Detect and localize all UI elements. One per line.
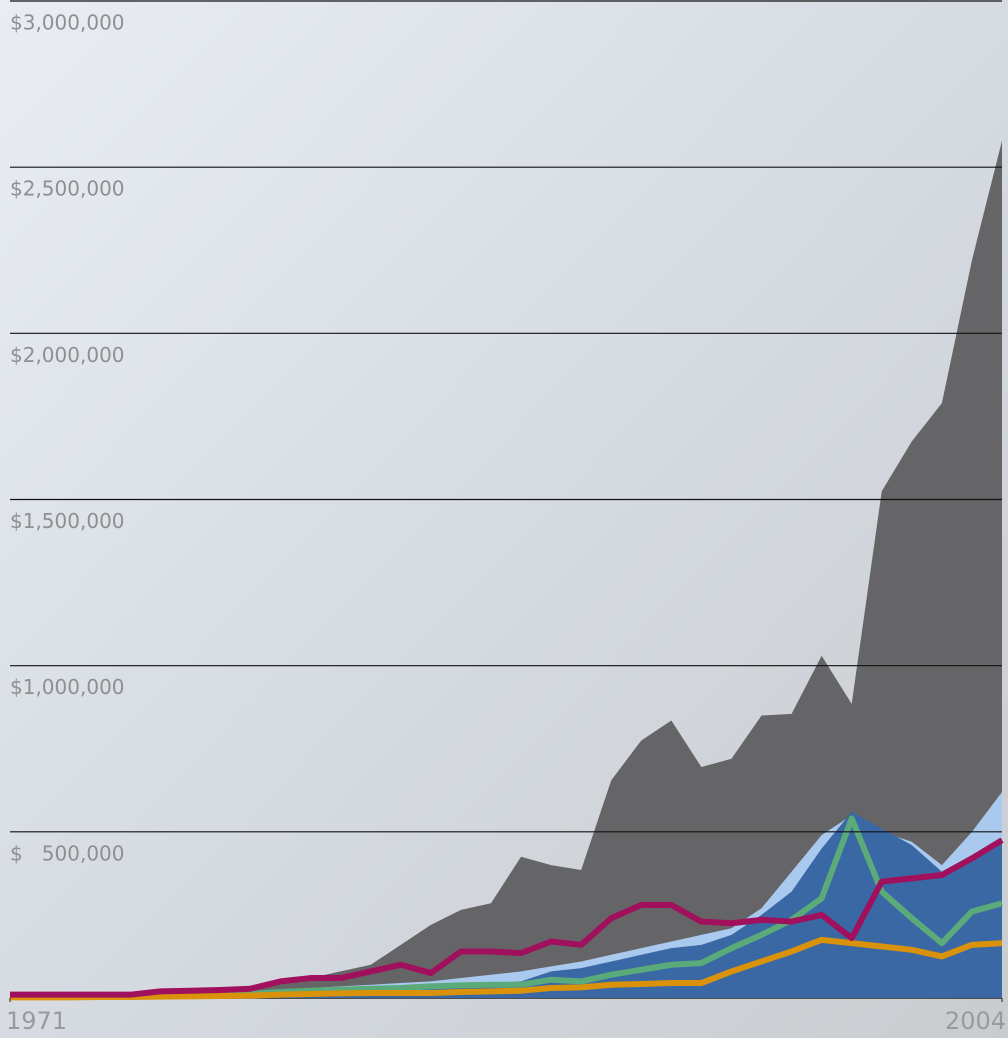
x-tick-label: 2004 (945, 1007, 1006, 1035)
line (10, 936, 1003, 1001)
y-tick-label: $2,500,000 (10, 177, 125, 201)
y-tick-label: $3,000,000 (10, 11, 125, 35)
area (10, 811, 1002, 998)
line (10, 837, 1004, 998)
y-tick-label: $1,000,000 (10, 675, 125, 699)
y-tick-label: $2,000,000 (10, 343, 125, 367)
area (10, 140, 1002, 998)
y-tick-label: $ 500,000 (10, 841, 125, 865)
y-tick-label: $1,500,000 (10, 509, 125, 533)
x-tick-label: 1971 (6, 1007, 67, 1035)
